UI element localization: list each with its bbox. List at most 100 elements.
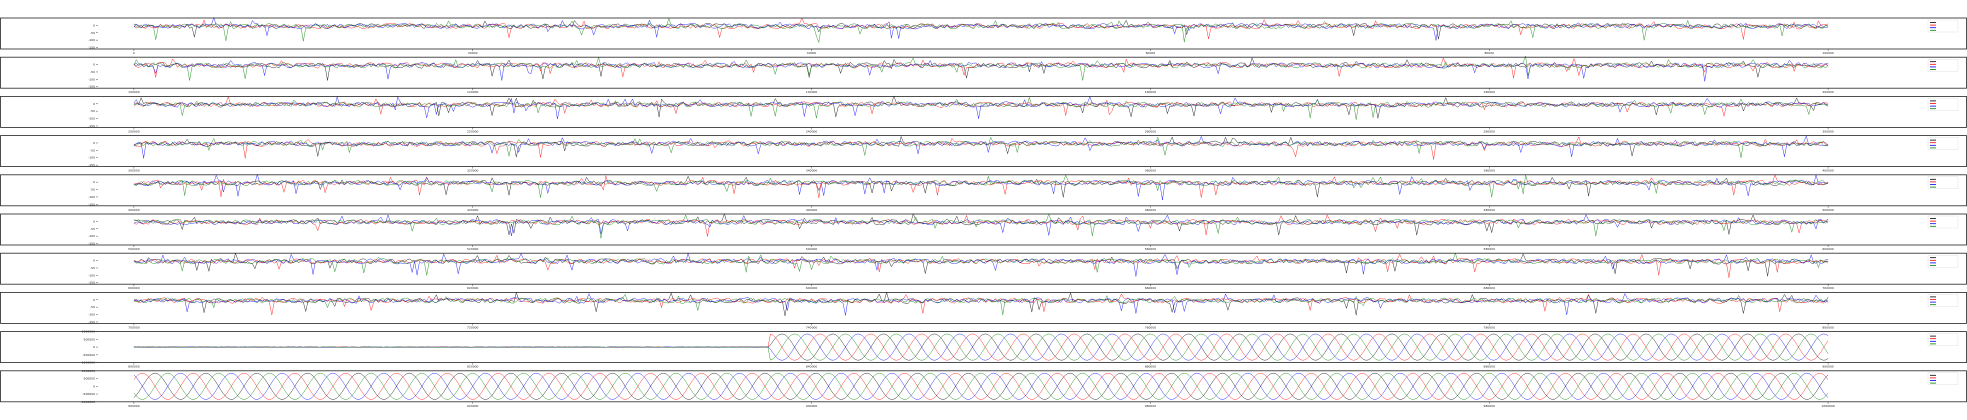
panel-6-ytick-label-1: -100 <box>88 234 95 238</box>
panel-8-xtick-label-1: 720000 <box>467 325 479 329</box>
panel-3-series-2 <box>133 96 1829 117</box>
panel-6-ytick-label-2: -50 <box>90 227 95 231</box>
panel-5-ytick-label-3: 0 <box>93 180 95 184</box>
panel-8-xtick-label-4: 780000 <box>1484 325 1496 329</box>
panel-5-ytick-label-0: -150 <box>88 202 95 206</box>
panel-2-ytick-label-2: -50 <box>90 70 95 74</box>
panel-10-series-3 <box>133 372 1829 400</box>
panel-8-frame <box>0 291 1967 324</box>
panel-1-series-1 <box>133 19 1829 40</box>
panel-3-series-3 <box>133 95 1829 119</box>
panel-5-series-3 <box>133 173 1829 201</box>
panel-4-xtick-label-4: 380000 <box>1484 169 1496 173</box>
panel-7-ytick-label-0: -150 <box>88 281 95 285</box>
panel-10-xtick-label-2: 940000 <box>806 404 818 408</box>
panel-6-frame <box>0 213 1967 246</box>
panel-9-legend <box>1927 333 1959 346</box>
panel-1-legend-box <box>1927 19 1959 33</box>
panel-8-xtick-label-0: 700000 <box>128 325 140 329</box>
panel-6-xtick-label-3: 560000 <box>1145 247 1157 251</box>
panel-3-xtick-label-4: 280000 <box>1484 129 1496 133</box>
panel-2-xtick-label-0: 100000 <box>128 90 140 94</box>
panel-2-xtick-label-3: 160000 <box>1145 90 1157 94</box>
panel-9-ytick-label-3: 500000 <box>84 337 96 341</box>
panel-7-series-3 <box>133 252 1829 277</box>
panel-8-series-1 <box>133 291 1829 316</box>
panel-2-series-1 <box>133 57 1829 81</box>
panel-1-xtick-label-0: 0 <box>133 51 135 55</box>
panel-9-xtick-label-3: 860000 <box>1145 365 1157 369</box>
panel-8: -150 -100 -50 0 700000 720000 740000 760000 7800… <box>0 291 1967 329</box>
panel-3-xtick-label-3: 260000 <box>1145 129 1157 133</box>
panel-2-series-3 <box>133 59 1829 82</box>
panel-10-xtick-label-5: 1000000 <box>1821 404 1834 408</box>
panel-8-ytick-label-3: 0 <box>93 298 95 302</box>
panel-10-ytick-label-4: 1000000 <box>82 369 95 373</box>
panel-5-series-4 <box>133 174 1829 198</box>
panel-1: -150 -100 -50 0 0 20000 40000 60000 80000 100000 <box>0 16 1967 55</box>
panel-4-ytick-label-0: -150 <box>88 163 95 167</box>
panel-5-legend-box <box>1927 176 1959 189</box>
panel-7-legend-box <box>1927 255 1959 268</box>
panel-10-ytick-label-1: -500000 <box>82 392 95 396</box>
panel-9-series-4 <box>133 333 1829 361</box>
panel-9-xtick-label-1: 820000 <box>467 365 479 369</box>
panel-9-xtick-label-5: 900000 <box>1822 365 1834 369</box>
panel-6-xtick-label-1: 520000 <box>467 247 479 251</box>
panel-3-series-4 <box>133 96 1829 120</box>
panel-10-series-4 <box>133 372 1829 400</box>
panel-10: -1000000 -500000 0 500000 1000000 900000 92000… <box>0 369 1967 408</box>
panel-6-legend <box>1927 215 1959 229</box>
panel-8-ytick-label-1: -100 <box>88 313 95 317</box>
panel-6-ytick-label-3: 0 <box>93 219 95 223</box>
panel-7-xtick-label-2: 640000 <box>806 286 818 290</box>
panel-3-xtick-label-2: 240000 <box>806 129 818 133</box>
panel-2-ytick-label-3: 0 <box>93 63 95 67</box>
panel-8-legend <box>1927 294 1959 307</box>
panel-4-series-2 <box>133 136 1829 160</box>
panel-7-ytick-label-2: -50 <box>90 266 95 270</box>
panel-2-series-2 <box>133 57 1829 79</box>
panel-1-ytick-label-2: -50 <box>90 31 95 35</box>
panel-1-series-4 <box>133 17 1829 44</box>
panel-9-xtick-label-2: 840000 <box>806 365 818 369</box>
panel-4-xtick-label-2: 340000 <box>806 169 818 173</box>
panel-7-xtick-label-3: 660000 <box>1145 286 1157 290</box>
panel-2-xtick-label-5: 200000 <box>1822 90 1834 94</box>
panel-9: -1000000 -500000 0 500000 1000000 800000 82000… <box>0 330 1967 369</box>
panel-5-xtick-label-3: 460000 <box>1145 208 1157 212</box>
panel-6-series-4 <box>133 213 1829 239</box>
panel-4-xtick-label-0: 300000 <box>128 169 140 173</box>
panel-4-legend-box <box>1927 137 1959 150</box>
panel-3-xtick-label-1: 220000 <box>467 129 479 133</box>
panel-8-series-4 <box>133 293 1829 315</box>
panel-1-xtick-label-3: 60000 <box>1146 51 1156 55</box>
panel-10-ytick-label-2: 0 <box>93 384 95 388</box>
panel-5-legend <box>1927 176 1959 189</box>
panel-5-xtick-label-2: 440000 <box>806 208 818 212</box>
panel-2-legend <box>1927 59 1959 72</box>
panel-8-ytick-label-0: -150 <box>88 320 95 324</box>
panel-10-legend-box <box>1927 372 1959 385</box>
panel-5-series-2 <box>133 174 1829 198</box>
panel-9-ytick-label-0: -1000000 <box>81 361 96 365</box>
panel-1-series-3 <box>133 16 1829 41</box>
panel-8-series-2 <box>133 293 1829 316</box>
panel-4-xtick-label-3: 360000 <box>1145 169 1157 173</box>
panel-1-xtick-label-2: 40000 <box>807 51 817 55</box>
panel-1-legend <box>1927 19 1959 33</box>
panel-6-series-3 <box>133 214 1829 237</box>
panel-3-xtick-label-0: 200000 <box>128 129 140 133</box>
panel-7-xtick-label-5: 700000 <box>1822 286 1834 290</box>
panel-8-xtick-label-2: 740000 <box>806 325 818 329</box>
panel-2: -150 -100 -50 0 100000 120000 140000 160000 1800… <box>0 55 1967 94</box>
panel-8-legend-box <box>1927 294 1959 307</box>
panel-5-ytick-label-1: -100 <box>88 195 95 199</box>
panel-8-xtick-label-5: 800000 <box>1822 325 1834 329</box>
panel-2-legend-box <box>1927 59 1959 72</box>
panel-2-series-4 <box>133 55 1829 81</box>
panel-10-xtick-label-1: 920000 <box>467 404 479 408</box>
panel-6-ytick-label-0: -150 <box>88 242 95 246</box>
panel-9-ytick-label-4: 1000000 <box>82 330 95 334</box>
panel-4-xtick-label-1: 320000 <box>467 169 479 173</box>
